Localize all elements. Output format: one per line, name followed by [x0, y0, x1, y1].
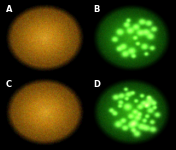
- Text: D: D: [93, 80, 100, 89]
- Text: B: B: [93, 5, 100, 14]
- Text: C: C: [6, 80, 12, 89]
- Text: A: A: [6, 5, 12, 14]
